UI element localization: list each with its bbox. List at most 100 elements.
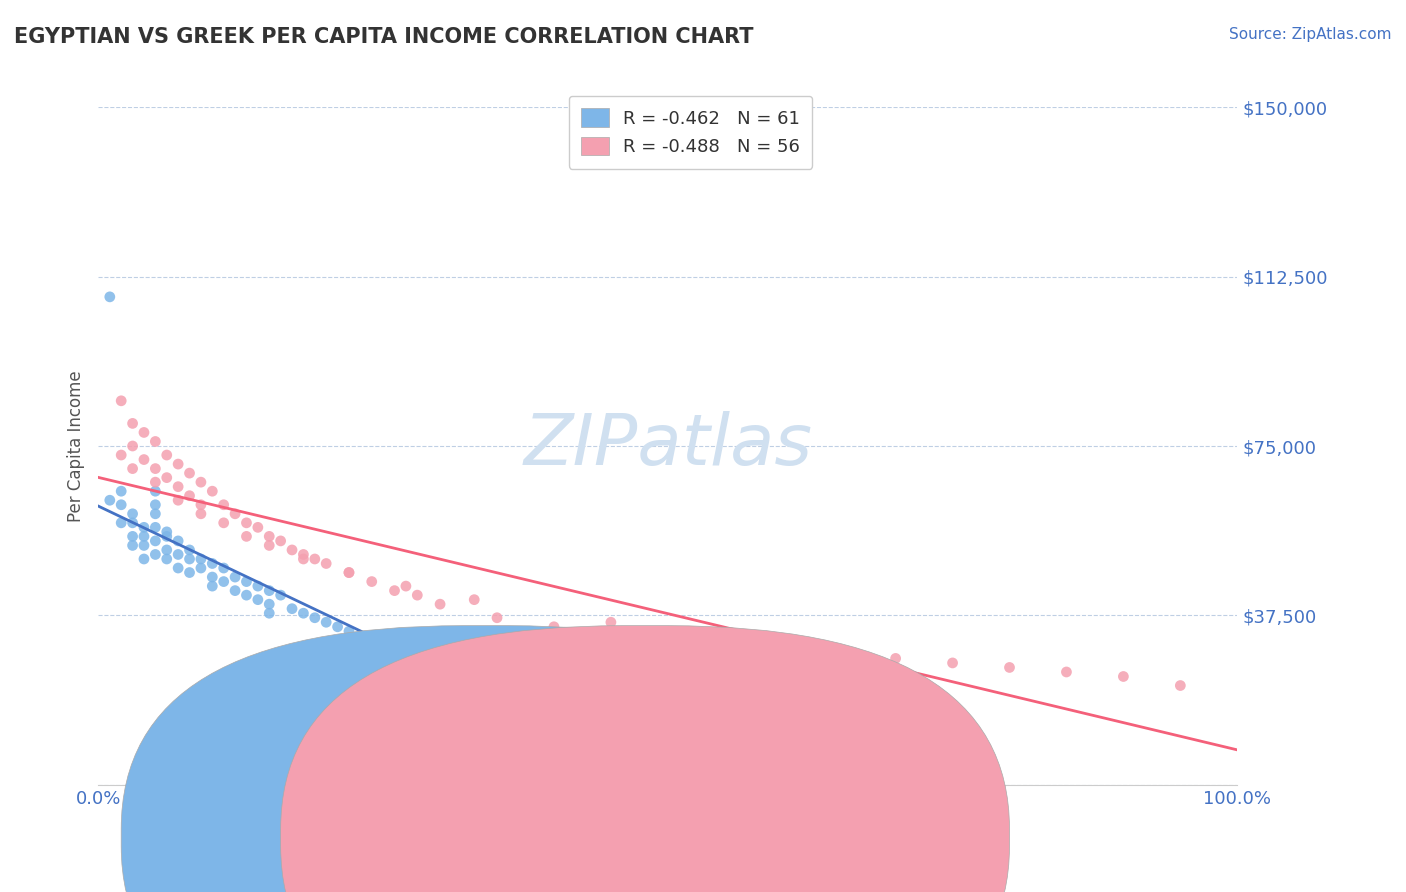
Point — [259, 597, 281, 611]
Point — [292, 548, 315, 562]
Point — [770, 642, 793, 657]
Point — [190, 498, 212, 512]
Point — [714, 629, 737, 643]
Point — [212, 574, 235, 589]
Point — [167, 480, 190, 494]
Point — [132, 425, 155, 440]
Point — [121, 507, 143, 521]
Point — [145, 548, 167, 562]
Point — [167, 457, 190, 471]
Y-axis label: Per Capita Income: Per Capita Income — [66, 370, 84, 522]
Point — [179, 543, 201, 558]
Point — [98, 493, 121, 508]
Point — [828, 642, 851, 657]
Point — [384, 642, 406, 657]
Point — [212, 561, 235, 575]
Point — [121, 417, 143, 431]
Point — [1112, 669, 1135, 683]
Point — [235, 574, 257, 589]
Point — [235, 529, 257, 543]
Point — [270, 533, 292, 548]
Point — [520, 679, 543, 693]
Point — [565, 688, 588, 702]
Point — [145, 498, 167, 512]
Point — [110, 516, 132, 530]
Point — [156, 448, 179, 462]
Point — [292, 606, 315, 620]
Point — [451, 660, 474, 674]
Point — [259, 538, 281, 552]
Point — [145, 533, 167, 548]
Point — [167, 493, 190, 508]
Point — [110, 498, 132, 512]
Point — [121, 516, 143, 530]
Point — [201, 557, 224, 571]
Legend: R = -0.462   N = 61, R = -0.488   N = 56: R = -0.462 N = 61, R = -0.488 N = 56 — [569, 95, 813, 169]
Point — [167, 561, 190, 575]
Point — [235, 588, 257, 602]
Point — [349, 629, 371, 643]
Point — [224, 507, 246, 521]
Point — [98, 290, 121, 304]
Point — [121, 461, 143, 475]
Point — [337, 624, 360, 639]
Point — [281, 601, 304, 615]
Point — [201, 570, 224, 584]
Point — [429, 656, 451, 670]
Point — [884, 651, 907, 665]
Point — [384, 583, 406, 598]
Point — [156, 543, 179, 558]
Point — [998, 660, 1021, 674]
Point — [246, 579, 269, 593]
Text: EGYPTIAN VS GREEK PER CAPITA INCOME CORRELATION CHART: EGYPTIAN VS GREEK PER CAPITA INCOME CORR… — [14, 27, 754, 46]
Point — [406, 651, 429, 665]
Point — [315, 557, 337, 571]
Point — [179, 489, 201, 503]
Point — [179, 566, 201, 580]
Point — [429, 597, 451, 611]
Point — [110, 484, 132, 499]
Point — [201, 484, 224, 499]
Point — [145, 507, 167, 521]
Point — [600, 615, 623, 630]
Point — [292, 552, 315, 566]
Point — [121, 529, 143, 543]
Point — [246, 592, 269, 607]
Point — [326, 620, 349, 634]
Point — [224, 570, 246, 584]
Point — [337, 566, 360, 580]
Point — [1170, 679, 1192, 693]
Point — [337, 566, 360, 580]
Point — [1054, 665, 1078, 679]
Point — [145, 520, 167, 534]
Point — [360, 633, 382, 648]
Point — [463, 592, 485, 607]
FancyBboxPatch shape — [281, 625, 1010, 892]
Point — [110, 393, 132, 408]
Point — [270, 588, 292, 602]
Point — [201, 579, 224, 593]
Point — [212, 516, 235, 530]
Point — [281, 543, 304, 558]
Point — [259, 606, 281, 620]
Point — [657, 633, 679, 648]
Point — [259, 529, 281, 543]
Point — [486, 611, 509, 625]
Point — [360, 574, 382, 589]
Point — [406, 588, 429, 602]
Point — [156, 552, 179, 566]
Point — [224, 583, 246, 598]
Point — [212, 498, 235, 512]
Text: Egyptians: Egyptians — [491, 832, 572, 850]
Point — [121, 538, 143, 552]
Point — [942, 656, 965, 670]
Point — [132, 529, 155, 543]
Point — [145, 461, 167, 475]
Point — [167, 548, 190, 562]
Point — [395, 579, 418, 593]
Point — [543, 620, 565, 634]
Point — [145, 434, 167, 449]
Point — [145, 475, 167, 490]
Point — [132, 452, 155, 467]
Point — [190, 507, 212, 521]
